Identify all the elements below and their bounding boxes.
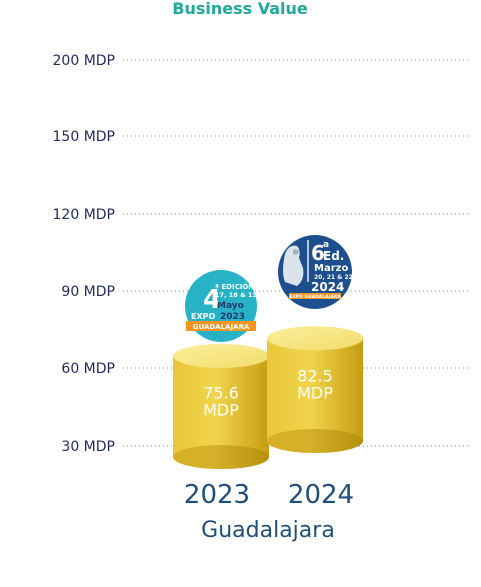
expo-2024-badge: 6 a Ed. Marzo 20, 21 & 22 2024 EXPO GUAD…	[278, 235, 353, 309]
city-label: Guadalajara	[201, 518, 335, 543]
category-label: 2023	[184, 480, 250, 510]
y-axis-grid: 30 MDP 60 MDP 90 MDP 120 MDP 150 MDP 200 MDP	[53, 53, 470, 455]
badge-2024-days: 20, 21 & 22	[314, 274, 353, 281]
bar-unit-label: MDP	[297, 384, 333, 403]
badge-2024-banner-text: EXPO GUADALAJARA	[289, 294, 341, 300]
expo-2023-badge: 4 ª EDICIÓN 17, 18 & 19 Mayo EXPO 2023 G…	[185, 270, 258, 342]
badge-2023-prefix: EXPO	[191, 312, 215, 321]
bar-value-label: 82.5	[297, 367, 333, 386]
y-tick-label: 120 MDP	[53, 207, 115, 223]
bar-top	[267, 326, 363, 351]
bar-body	[173, 355, 269, 469]
badge-2023-edition-number: 4	[203, 285, 221, 315]
bar-base	[267, 429, 363, 453]
badge-2024-edition-abbr: Ed.	[323, 249, 344, 263]
badge-2024-month: Marzo	[314, 263, 348, 274]
minerva-statue-icon	[283, 240, 309, 286]
badge-2024-banner	[289, 293, 341, 299]
y-tick-label: 30 MDP	[61, 439, 115, 455]
y-tick-label: 200 MDP	[53, 53, 115, 69]
chart-title: Business Value	[172, 0, 308, 18]
badge-2023-banner-text: GUADALAJARA	[193, 323, 250, 331]
badge-2023-year: 2023	[220, 312, 245, 322]
bar-base	[173, 445, 269, 469]
y-tick-label: 150 MDP	[53, 129, 115, 145]
bar-unit-label: MDP	[203, 400, 239, 419]
badge-2024-edition-number: 6	[311, 241, 325, 265]
bar-body	[267, 338, 363, 453]
y-tick-label: 90 MDP	[61, 284, 115, 300]
bar-value-label: 75.6	[203, 383, 239, 402]
badge-2023-month: Mayo	[217, 301, 244, 311]
badge-2023-edition-word: ª EDICIÓN	[215, 282, 254, 291]
y-tick-label: 60 MDP	[61, 361, 115, 377]
badge-2023-days: 17, 18 & 19	[215, 291, 258, 299]
bar-top	[173, 343, 269, 368]
category-label: 2024	[288, 480, 354, 510]
badge-2024-year: 2024	[311, 280, 344, 294]
badge-2024-edition-sup: a	[323, 240, 329, 250]
badge-2023-banner	[186, 321, 256, 331]
